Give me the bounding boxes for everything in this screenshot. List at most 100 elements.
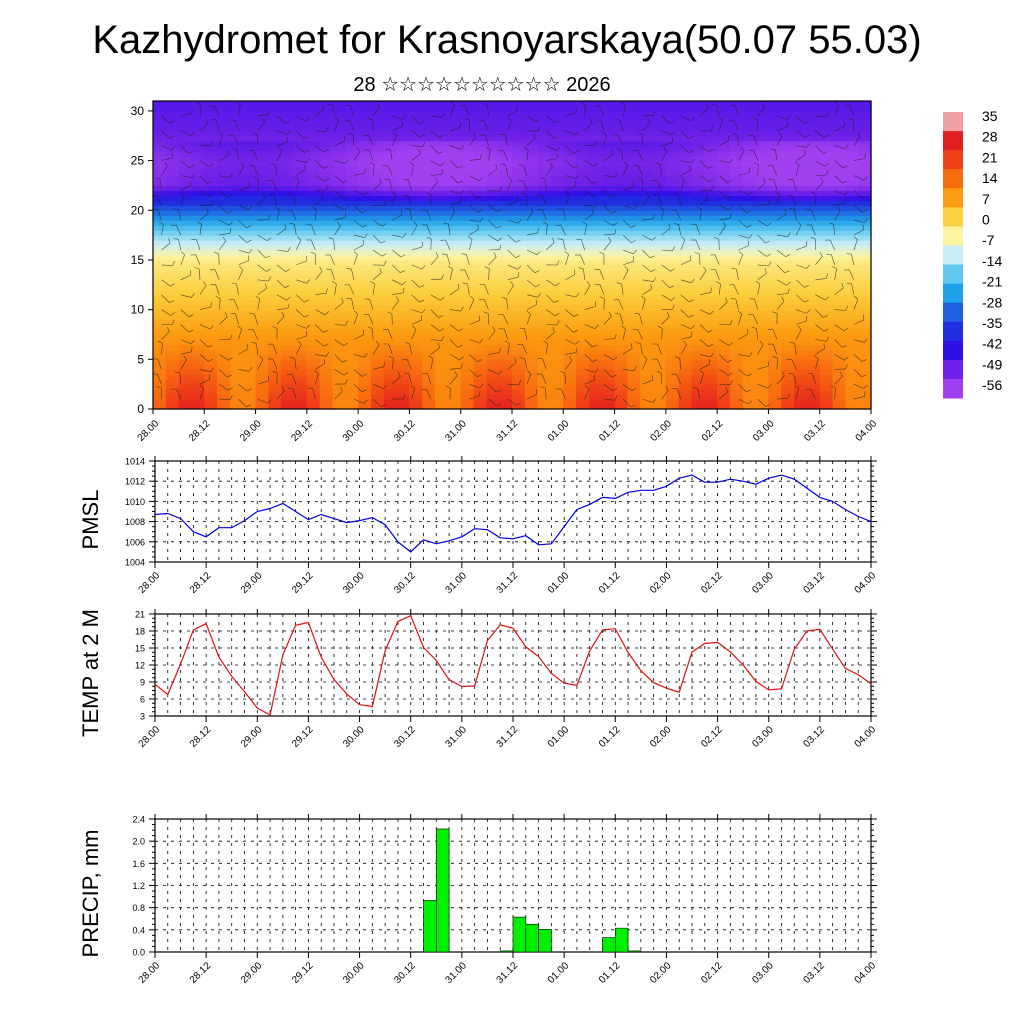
precip-xtick-label: 03.12 xyxy=(802,960,828,986)
pmsl-xtick-label: 04.00 xyxy=(853,570,879,596)
pmsl-xtick-label: 29.00 xyxy=(239,570,265,596)
colorbar-label: -21 xyxy=(982,274,1002,290)
pmsl-xtick-label: 02.12 xyxy=(699,570,725,596)
temp2m-xtick-label: 02.12 xyxy=(699,724,725,750)
pmsl-ytick-label: 1012 xyxy=(125,477,145,487)
precip-xtick-label: 28.12 xyxy=(188,960,214,986)
heatmap-xtick-label: 31.00 xyxy=(443,418,469,444)
pmsl-series-line xyxy=(154,474,872,553)
wind-barbs xyxy=(152,102,868,408)
colorbar-label: -49 xyxy=(982,356,1002,372)
heatmap-xtick-label: 02.12 xyxy=(700,418,726,444)
precip-xtick-label: 03.00 xyxy=(750,960,776,986)
precip-xtick-label: 28.00 xyxy=(137,960,163,986)
pmsl-xtick-label: 30.12 xyxy=(392,570,418,596)
colorbar-segment xyxy=(943,283,963,304)
colorbar-label: -42 xyxy=(982,336,1002,352)
colorbar-label: -14 xyxy=(982,253,1002,269)
heatmap-xtick-label: 01.00 xyxy=(546,418,572,444)
temp2m-ytick-label: 3 xyxy=(140,712,145,722)
temp2m-xtick-label: 02.00 xyxy=(648,724,674,750)
temp2m-xtick-label: 28.00 xyxy=(137,724,163,750)
temperature-2m-chart: 3 6 9 12 15 18 21 28.00 28.12 29.00 29.12 30.00 30.1… xyxy=(78,609,878,750)
vertical-temperature-section: 0 5 10 15 20 25 30 28.00 28.12 29.00 29.12 30.00 30.… xyxy=(131,100,880,444)
colorbar-segment xyxy=(943,207,963,227)
pmsl-xtick-label: 31.00 xyxy=(444,570,470,596)
page-subtitle: 28 ☆☆☆☆☆☆☆☆☆☆ 2026 xyxy=(353,74,611,96)
precip-xtick-label: 30.12 xyxy=(392,960,418,986)
temp2m-series-line xyxy=(154,614,872,716)
pmsl-chart: 1004 1006 1008 1010 1012 1014 28.00 28.12 29.00 2… xyxy=(78,456,878,596)
heatmap-xtick-label: 03.00 xyxy=(751,418,777,444)
pmsl-xtick-label: 28.12 xyxy=(188,570,214,596)
pmsl-xtick-label: 02.00 xyxy=(648,570,674,596)
colorbar-label: -35 xyxy=(982,315,1002,331)
heatmap-ytick-label: 15 xyxy=(131,253,145,267)
precip-bar xyxy=(525,923,539,953)
precip-ytick-label: 1.6 xyxy=(132,859,145,869)
colorbar-segment xyxy=(943,321,963,342)
pmsl-grid xyxy=(149,460,877,563)
colorbar-segment xyxy=(943,226,963,246)
pmsl-xtick-label: 31.12 xyxy=(495,570,521,596)
temp2m-grid xyxy=(149,613,877,717)
pmsl-ytick-label: 1014 xyxy=(125,457,145,467)
pmsl-xtick-label: 01.12 xyxy=(597,570,623,596)
temperature-colorbar: 35 28 21 14 7 0 -7 -14 -21 -28 -35 -42 -49 -56 xyxy=(943,108,1002,399)
colorbar-segment xyxy=(943,150,963,170)
colorbar-segment xyxy=(943,131,963,151)
temp2m-xtick-label: 29.12 xyxy=(290,724,316,750)
precip-bar xyxy=(627,950,642,953)
precip-xtick-label: 01.00 xyxy=(546,960,572,986)
colorbar-label: 14 xyxy=(982,170,998,186)
colorbar-label: -56 xyxy=(982,377,1002,393)
precip-ytick-label: 0.8 xyxy=(132,903,145,913)
precip-ylabel: PRECIP, mm xyxy=(78,830,103,958)
heatmap-ytick-label: 30 xyxy=(131,104,145,118)
colorbar-segment xyxy=(943,245,963,266)
heatmap-xtick-label: 31.12 xyxy=(495,418,521,444)
precip-bar xyxy=(538,928,552,953)
colorbar-label: 7 xyxy=(982,191,990,207)
precip-ytick-label: 0.4 xyxy=(132,925,145,935)
page-title: Kazhydromet for Krasnoyarskaya(50.07 55.… xyxy=(92,18,922,62)
temp2m-ytick-label: 12 xyxy=(135,661,145,671)
temp2m-ylabel: TEMP at 2 M xyxy=(78,609,103,737)
temp2m-xtick-label: 31.12 xyxy=(495,724,521,750)
precip-bar xyxy=(512,916,527,953)
temp2m-ytick-label: 18 xyxy=(135,627,145,637)
temp2m-xtick-label: 30.12 xyxy=(392,724,418,750)
precip-xtick-label: 01.12 xyxy=(597,960,623,986)
precip-ytick-label: 0.0 xyxy=(132,948,145,958)
temp2m-ytick-label: 21 xyxy=(135,610,145,620)
temp2m-xtick-label: 31.00 xyxy=(444,724,470,750)
heatmap-xtick-label: 30.00 xyxy=(341,418,367,444)
temp2m-ytick-label: 6 xyxy=(140,695,145,705)
temp2m-xtick-label: 29.00 xyxy=(239,724,265,750)
precip-xtick-label: 02.12 xyxy=(699,960,725,986)
pmsl-ytick-label: 1004 xyxy=(125,558,145,568)
pmsl-xtick-label: 30.00 xyxy=(341,570,367,596)
heatmap-xtick-label: 29.12 xyxy=(290,418,316,444)
colorbar-label: -28 xyxy=(982,294,1002,310)
precip-grid xyxy=(149,818,877,953)
precip-bar xyxy=(602,937,616,953)
temp2m-ytick-label: 9 xyxy=(140,678,145,688)
heatmap-ytick-label: 0 xyxy=(137,402,144,416)
precip-xtick-label: 31.00 xyxy=(444,960,470,986)
precip-xtick-label: 30.00 xyxy=(341,960,367,986)
colorbar-segment xyxy=(943,359,963,380)
pmsl-ytick-label: 1006 xyxy=(125,537,145,547)
pmsl-ytick-label: 1008 xyxy=(125,517,145,527)
pmsl-xtick-label: 01.00 xyxy=(546,570,572,596)
pmsl-xtick-label: 29.12 xyxy=(290,570,316,596)
precip-bar xyxy=(423,900,437,953)
temp2m-ytick-label: 15 xyxy=(135,644,145,654)
precip-bar xyxy=(435,828,450,953)
precip-xtick-label: 02.00 xyxy=(648,960,674,986)
heatmap-xtick-label: 04.00 xyxy=(854,418,880,444)
colorbar-label: 21 xyxy=(982,149,998,165)
pmsl-xtick-label: 28.00 xyxy=(137,570,163,596)
heatmap-ytick-label: 5 xyxy=(137,352,144,366)
precip-ytick-label: 2.4 xyxy=(132,815,145,825)
